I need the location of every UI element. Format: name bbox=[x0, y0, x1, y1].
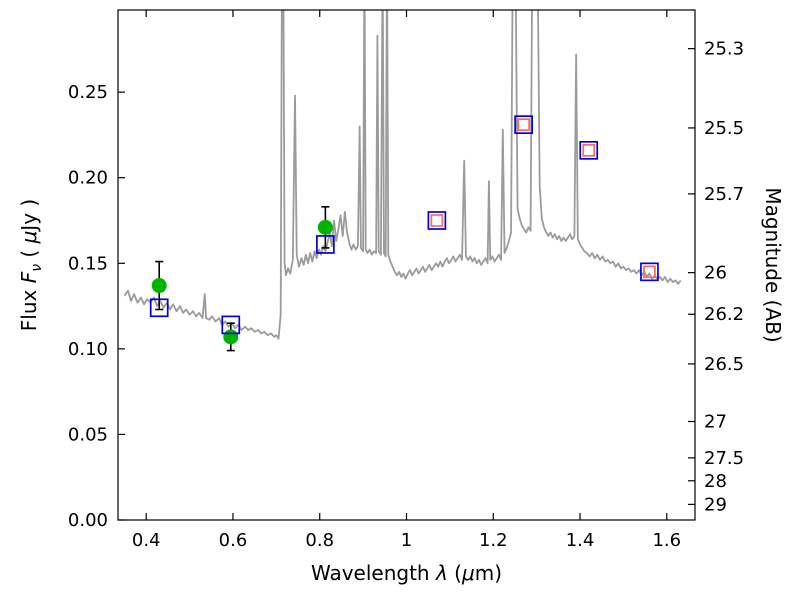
y-tick-label-right: 27.5 bbox=[704, 448, 744, 469]
data-point-square bbox=[149, 298, 169, 318]
data-point-circle bbox=[317, 219, 333, 235]
x-tick-label: 0.8 bbox=[305, 530, 334, 551]
y-tick-label-right: 29 bbox=[704, 494, 727, 515]
data-point-square bbox=[640, 262, 659, 282]
data-point-square bbox=[579, 140, 599, 160]
y-tick-label-left: 0.00 bbox=[68, 510, 108, 531]
x-tick-label: 0.6 bbox=[219, 530, 248, 551]
data-point-square bbox=[514, 115, 533, 135]
data-point-square bbox=[427, 211, 447, 230]
x-axis-label: Wavelength λ (μm) bbox=[311, 561, 502, 585]
y-tick-label-right: 26.2 bbox=[704, 304, 744, 325]
x-tick-label: 1.2 bbox=[479, 530, 508, 551]
data-point-circle bbox=[151, 278, 167, 294]
y-tick-label-right: 25.5 bbox=[704, 118, 744, 139]
plot-area bbox=[123, 10, 682, 340]
data-point-square bbox=[582, 143, 596, 157]
y-tick-label-right: 28 bbox=[704, 471, 727, 492]
x-tick-label: 0.4 bbox=[132, 530, 161, 551]
y-tick-label-right: 27 bbox=[704, 412, 727, 433]
y-tick-label-right: 25.7 bbox=[704, 184, 744, 205]
y-tick-label-left: 0.05 bbox=[68, 424, 108, 445]
data-point-square bbox=[643, 265, 656, 279]
x-tick-label: 1 bbox=[401, 530, 412, 551]
data-point-square bbox=[316, 235, 335, 254]
y-tick-label-left: 0.10 bbox=[68, 339, 108, 360]
model-photometry-blue-squares bbox=[149, 115, 659, 335]
y-tick-label-right: 26.5 bbox=[704, 354, 744, 375]
x-tick-label: 1.6 bbox=[652, 530, 681, 551]
y-tick-label-left: 0.25 bbox=[68, 82, 108, 103]
data-point-square bbox=[517, 118, 530, 132]
y-tick-label-right: 26 bbox=[704, 263, 727, 284]
data-point-square bbox=[430, 214, 444, 227]
observed-photometry-red-squares bbox=[430, 118, 656, 279]
x-tick-label: 1.4 bbox=[566, 530, 595, 551]
data-point-circle bbox=[223, 329, 239, 345]
data-point-square bbox=[221, 315, 241, 335]
y-tick-label-right: 25.3 bbox=[704, 39, 744, 60]
model-spectrum bbox=[123, 10, 682, 340]
y-tick-label-left: 0.20 bbox=[68, 168, 108, 189]
y-axis-label-left: Flux Fν ( μJy ) bbox=[17, 199, 45, 331]
y-axis-label-right: Magnitude (AB) bbox=[761, 187, 785, 342]
axes-spines bbox=[117, 9, 696, 521]
y-tick-label-left: 0.15 bbox=[68, 253, 108, 274]
